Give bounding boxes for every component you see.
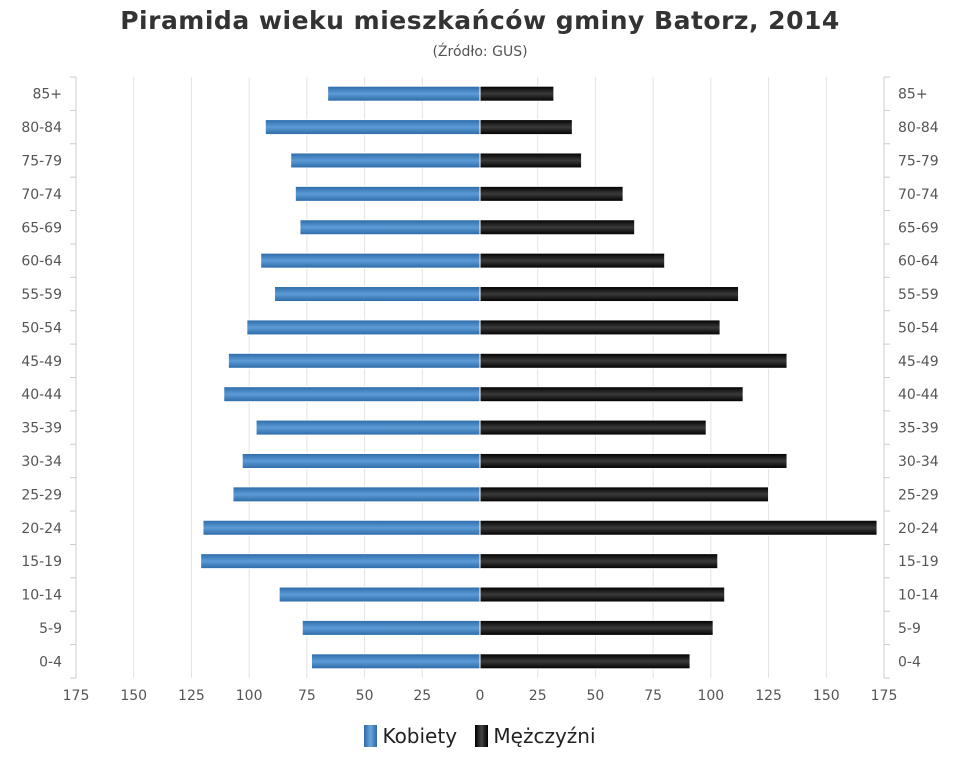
y-tick-label-right: 40-44 <box>898 387 939 403</box>
x-tick-label: 75 <box>644 688 662 704</box>
y-tick-label-right: 25-29 <box>898 487 939 503</box>
x-tick-label: 125 <box>755 688 782 704</box>
bar-mezczyzni <box>479 119 573 136</box>
x-tick-label: 25 <box>529 688 547 704</box>
bar-mezczyzni <box>479 452 788 469</box>
bar-mezczyzni <box>479 419 707 436</box>
bar-kobiety <box>301 619 481 636</box>
y-tick-label-right: 55-59 <box>898 287 939 303</box>
bar-mezczyzni <box>479 352 788 369</box>
y-tick-label-right: 45-49 <box>898 354 939 370</box>
bar-mezczyzni <box>479 653 691 670</box>
bar-mezczyzni <box>479 85 555 102</box>
bar-kobiety <box>290 152 481 169</box>
legend-swatch-kobiety <box>364 725 378 747</box>
y-tick-label-left: 40-44 <box>21 387 62 403</box>
y-tick-label-left: 5-9 <box>39 621 62 637</box>
x-tick-label: 175 <box>63 688 90 704</box>
legend-label: Kobiety <box>382 724 458 748</box>
y-tick-label-right: 30-34 <box>898 454 939 470</box>
y-tick-label-left: 45-49 <box>21 354 62 370</box>
x-tick-label: 75 <box>298 688 316 704</box>
y-tick-label-left: 15-19 <box>21 554 62 570</box>
y-tick-label-left: 10-14 <box>21 588 62 604</box>
x-tick-label: 50 <box>356 688 374 704</box>
bar-kobiety <box>202 519 481 536</box>
x-tick-label: 100 <box>236 688 263 704</box>
bar-kobiety <box>260 252 481 269</box>
bar-mezczyzni <box>479 252 666 269</box>
bar-mezczyzni <box>479 486 770 503</box>
bar-mezczyzni <box>479 619 714 636</box>
y-tick-label-right: 15-19 <box>898 554 939 570</box>
bar-kobiety <box>255 419 481 436</box>
x-tick-label: 125 <box>178 688 205 704</box>
y-tick-label-right: 10-14 <box>898 588 939 604</box>
bar-kobiety <box>278 586 481 603</box>
bar-mezczyzni <box>479 553 719 570</box>
bar-kobiety <box>223 386 481 403</box>
legend-item-kobiety[interactable]: Kobiety <box>364 724 457 748</box>
x-tick-label: 25 <box>413 688 431 704</box>
legend-item-mezczyzni[interactable]: Mężczyźni <box>475 724 596 748</box>
bar-mezczyzni <box>479 386 744 403</box>
bar-kobiety <box>241 452 481 469</box>
bar-kobiety <box>227 352 481 369</box>
legend: Kobiety Mężczyźni <box>0 724 960 752</box>
y-tick-label-left: 25-29 <box>21 487 62 503</box>
y-tick-label-right: 70-74 <box>898 187 939 203</box>
bar-kobiety <box>246 319 481 336</box>
y-tick-label-left: 20-24 <box>21 521 62 537</box>
bar-kobiety <box>274 286 481 303</box>
y-tick-label-left: 85+ <box>32 87 62 103</box>
y-tick-label-left: 80-84 <box>21 120 62 136</box>
y-tick-label-left: 70-74 <box>21 187 62 203</box>
y-tick-label-left: 50-54 <box>21 320 62 336</box>
bar-mezczyzni <box>479 152 583 169</box>
bar-kobiety <box>310 653 481 670</box>
bar-mezczyzni <box>479 286 740 303</box>
x-tick-label: 150 <box>120 688 147 704</box>
chart-subtitle: (Źródło: GUS) <box>432 44 528 60</box>
y-tick-label-left: 65-69 <box>21 220 62 236</box>
bar-kobiety <box>232 486 481 503</box>
x-tick-label: 0 <box>476 688 485 704</box>
bar-kobiety <box>299 219 481 236</box>
bar-kobiety <box>264 119 481 136</box>
bar-kobiety <box>294 185 481 202</box>
y-tick-label-left: 75-79 <box>21 153 62 169</box>
y-tick-label-right: 85+ <box>898 87 928 103</box>
legend-swatch-mezczyzni <box>475 725 489 747</box>
bar-kobiety <box>200 553 481 570</box>
bar-mezczyzni <box>479 219 636 236</box>
x-tick-label: 100 <box>697 688 724 704</box>
y-tick-label-left: 30-34 <box>21 454 62 470</box>
y-tick-label-left: 55-59 <box>21 287 62 303</box>
y-tick-label-left: 0-4 <box>39 654 62 670</box>
x-tick-label: 175 <box>871 688 898 704</box>
y-tick-label-left: 60-64 <box>21 254 62 270</box>
bar-mezczyzni <box>479 586 726 603</box>
y-tick-label-right: 0-4 <box>898 654 921 670</box>
y-tick-label-right: 5-9 <box>898 621 921 637</box>
bar-mezczyzni <box>479 319 721 336</box>
y-tick-label-right: 35-39 <box>898 421 939 437</box>
bar-mezczyzni <box>479 185 624 202</box>
chart-title: Piramida wieku mieszkańców gminy Batorz,… <box>120 6 840 35</box>
bar-mezczyzni <box>479 519 878 536</box>
y-tick-label-right: 60-64 <box>898 254 939 270</box>
bar-kobiety <box>327 85 481 102</box>
legend-label: Mężczyźni <box>493 724 596 748</box>
y-tick-label-right: 80-84 <box>898 120 939 136</box>
x-tick-label: 150 <box>813 688 840 704</box>
y-tick-label-right: 20-24 <box>898 521 939 537</box>
y-tick-label-right: 50-54 <box>898 320 939 336</box>
y-tick-label-right: 65-69 <box>898 220 939 236</box>
x-tick-label: 50 <box>587 688 605 704</box>
y-tick-label-right: 75-79 <box>898 153 939 169</box>
y-tick-label-left: 35-39 <box>21 421 62 437</box>
